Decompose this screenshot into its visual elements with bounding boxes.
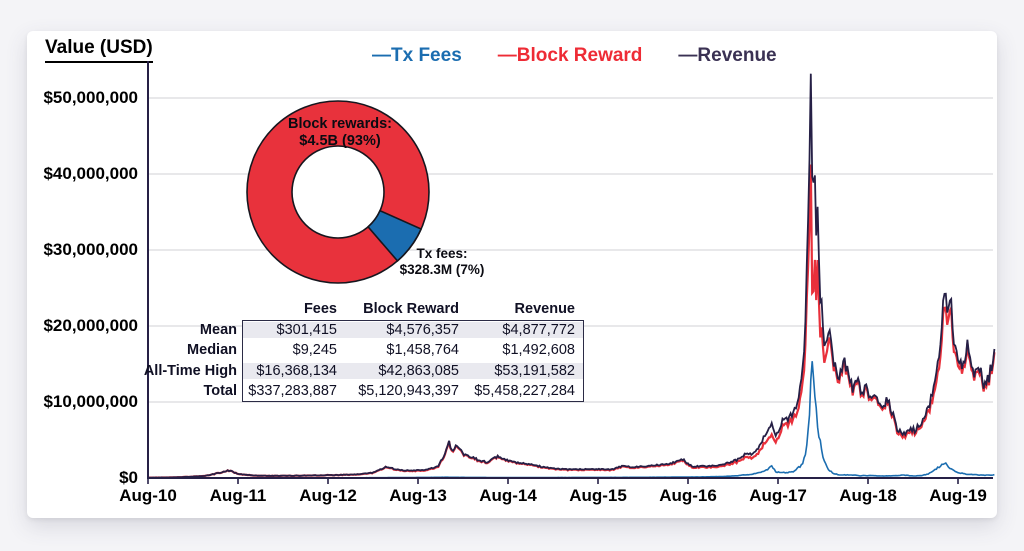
chart-legend: —Tx Fees —Block Reward —Revenue [372, 45, 777, 67]
y-tick-label: $0 [119, 468, 138, 487]
y-tick-label: $30,000,000 [43, 240, 138, 259]
donut-label-fees-title: Tx fees: [416, 246, 468, 261]
donut-label-block-title: Block rewards: [288, 116, 392, 132]
legend-dash-icon: — [497, 45, 517, 66]
stats-table-row: All-Time High $16,368,134 $42,863,085 $53,1… [134, 361, 584, 382]
stats-table-cell: $4,877,772 [468, 321, 584, 338]
stats-table-cell: $53,191,582 [468, 362, 584, 379]
stats-table-cell: $337,283,887 [248, 383, 337, 400]
donut-chart [241, 95, 435, 289]
donut-label-tx-fees: Tx fees: $328.3M (7%) [362, 246, 522, 278]
legend-dash-icon: — [372, 45, 391, 66]
stats-table-cell: $42,863,085 [346, 362, 468, 379]
stats-table-cell: $9,245 [292, 342, 337, 359]
x-tick-label: Aug-10 [119, 486, 177, 505]
x-tick-label: Aug-12 [299, 486, 357, 505]
stats-table-row-label: Mean [199, 321, 237, 338]
stats-table-cell: $5,458,227,284 [474, 383, 575, 400]
legend-label-revenue: Revenue [697, 45, 777, 66]
stats-table-row: Mean $301,415 $4,576,357 $4,877,772 [134, 320, 584, 341]
stats-table-cell: $301,415 [242, 321, 346, 338]
chart-card: Value (USD) —Tx Fees —Block Reward —Reve… [27, 31, 997, 518]
y-tick-label: $40,000,000 [43, 164, 138, 183]
stats-table-cell: $16,368,134 [242, 362, 346, 379]
y-tick-label: $50,000,000 [43, 88, 138, 107]
series-revenue [148, 73, 996, 479]
stats-table-header-cell: Revenue [514, 301, 575, 318]
stats-table: Fees Block Reward Revenue Mean $301,415 $4,57… [134, 299, 584, 402]
stats-table-header-row: Fees Block Reward Revenue [134, 299, 584, 320]
x-tick-label: Aug-18 [839, 486, 897, 505]
legend-dash-icon: — [678, 45, 698, 66]
donut-label-block-rewards: Block rewards: $4.5B (93%) [255, 116, 425, 150]
donut-label-fees-value: $328.3M (7%) [399, 262, 485, 277]
x-tick-label: Aug-14 [479, 486, 537, 505]
stats-table-row-label: Total [203, 383, 237, 400]
y-tick-label: $20,000,000 [43, 316, 138, 335]
legend-item-revenue: —Revenue [678, 45, 776, 67]
y-tick-label: $10,000,000 [43, 392, 138, 411]
donut-hole [291, 145, 385, 239]
x-tick-label: Aug-17 [749, 486, 807, 505]
stats-table-cell: $1,458,764 [386, 342, 459, 359]
stats-table-header-cell: Block Reward [363, 301, 459, 318]
legend-item-block-reward: —Block Reward [498, 45, 643, 67]
stats-table-row: Total $337,283,887 $5,120,943,397 $5,458,22… [134, 381, 584, 402]
stats-table-cell: $1,492,608 [502, 342, 575, 359]
stats-table-row-label: All-Time High [143, 362, 237, 379]
x-tick-label: Aug-16 [659, 486, 717, 505]
stats-table-row-label: Median [187, 342, 237, 359]
x-tick-label: Aug-19 [929, 486, 987, 505]
legend-item-tx-fees: —Tx Fees [372, 45, 462, 67]
legend-label-tx-fees: Tx Fees [391, 45, 462, 66]
stats-table-cell: $4,576,357 [346, 321, 468, 338]
legend-label-block-reward: Block Reward [516, 45, 643, 66]
x-tick-label: Aug-11 [209, 486, 267, 505]
stats-table-header-cell: Fees [303, 301, 337, 318]
x-tick-label: Aug-15 [569, 486, 627, 505]
x-tick-label: Aug-13 [389, 486, 447, 505]
donut-segment-tx-fees [366, 209, 423, 263]
stats-table-row: Median $9,245 $1,458,764 $1,492,608 [134, 340, 584, 361]
stats-table-cell: $5,120,943,397 [358, 383, 459, 400]
donut-label-block-value: $4.5B (93%) [299, 133, 381, 149]
y-axis-title: Value (USD) [45, 37, 153, 63]
